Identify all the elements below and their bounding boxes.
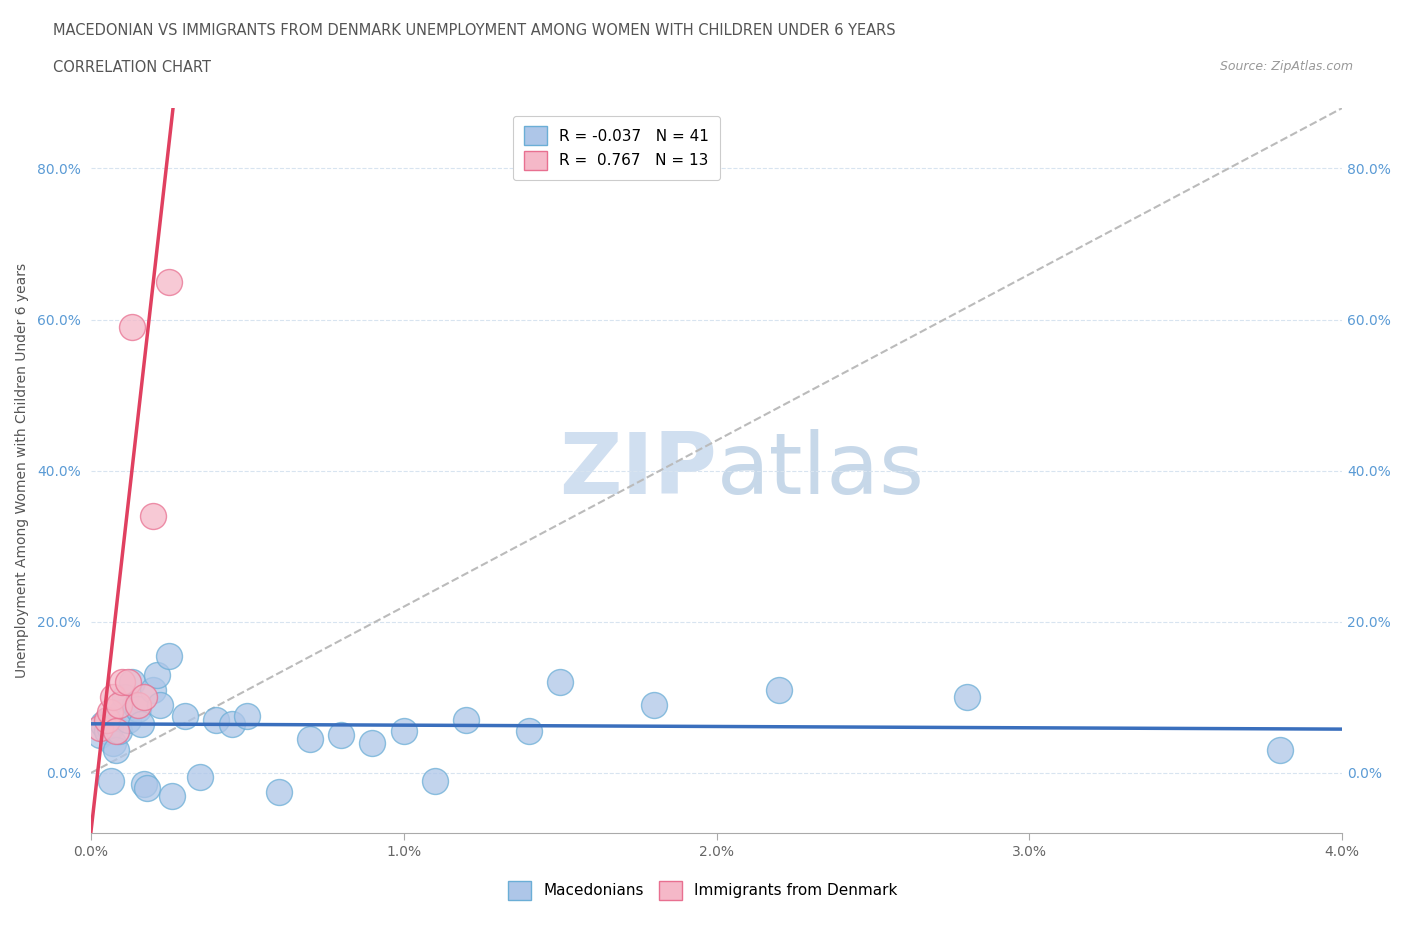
- Point: [111, 675, 134, 690]
- Point: [89, 720, 111, 735]
- Point: [157, 648, 180, 663]
- Point: [149, 698, 172, 712]
- Point: [98, 705, 121, 720]
- Point: [173, 709, 195, 724]
- Point: [98, 720, 121, 735]
- Point: [127, 698, 149, 712]
- Point: [142, 683, 165, 698]
- Point: [298, 732, 321, 747]
- Point: [236, 709, 259, 724]
- Text: atlas: atlas: [717, 430, 925, 512]
- Point: [108, 698, 131, 712]
- Text: CORRELATION CHART: CORRELATION CHART: [53, 60, 211, 75]
- Point: [157, 274, 180, 289]
- Point: [1268, 743, 1291, 758]
- Point: [136, 780, 159, 795]
- Point: [768, 683, 790, 698]
- Point: [361, 736, 384, 751]
- Point: [129, 716, 152, 731]
- Y-axis label: Unemployment Among Women with Children Under 6 years: Unemployment Among Women with Children U…: [15, 263, 30, 678]
- Point: [124, 698, 146, 712]
- Point: [423, 773, 446, 788]
- Point: [643, 698, 665, 712]
- Point: [101, 736, 124, 751]
- Point: [96, 712, 118, 727]
- Text: MACEDONIAN VS IMMIGRANTS FROM DENMARK UNEMPLOYMENT AMONG WOMEN WITH CHILDREN UND: MACEDONIAN VS IMMIGRANTS FROM DENMARK UN…: [53, 23, 896, 38]
- Point: [108, 724, 131, 738]
- Point: [117, 712, 139, 727]
- Point: [114, 690, 136, 705]
- Point: [517, 724, 540, 738]
- Point: [100, 773, 122, 788]
- Point: [104, 743, 127, 758]
- Point: [267, 784, 290, 799]
- Point: [121, 675, 143, 690]
- Point: [221, 716, 243, 731]
- Point: [330, 727, 353, 742]
- Point: [132, 690, 155, 705]
- Text: Source: ZipAtlas.com: Source: ZipAtlas.com: [1219, 60, 1353, 73]
- Point: [121, 320, 143, 335]
- Text: ZIP: ZIP: [558, 430, 717, 512]
- Point: [111, 705, 134, 720]
- Point: [93, 716, 115, 731]
- Point: [101, 690, 124, 705]
- Point: [104, 724, 127, 738]
- Point: [145, 667, 167, 682]
- Point: [89, 727, 111, 742]
- Point: [456, 712, 478, 727]
- Legend: Macedonians, Immigrants from Denmark: Macedonians, Immigrants from Denmark: [502, 875, 904, 906]
- Point: [96, 724, 118, 738]
- Point: [956, 690, 979, 705]
- Point: [97, 712, 120, 727]
- Point: [132, 777, 155, 791]
- Point: [142, 509, 165, 524]
- Point: [205, 712, 228, 727]
- Point: [190, 769, 212, 784]
- Point: [127, 701, 149, 716]
- Point: [117, 675, 139, 690]
- Legend: R = -0.037   N = 41, R =  0.767   N = 13: R = -0.037 N = 41, R = 0.767 N = 13: [513, 115, 720, 180]
- Point: [548, 675, 571, 690]
- Point: [392, 724, 415, 738]
- Point: [162, 788, 184, 803]
